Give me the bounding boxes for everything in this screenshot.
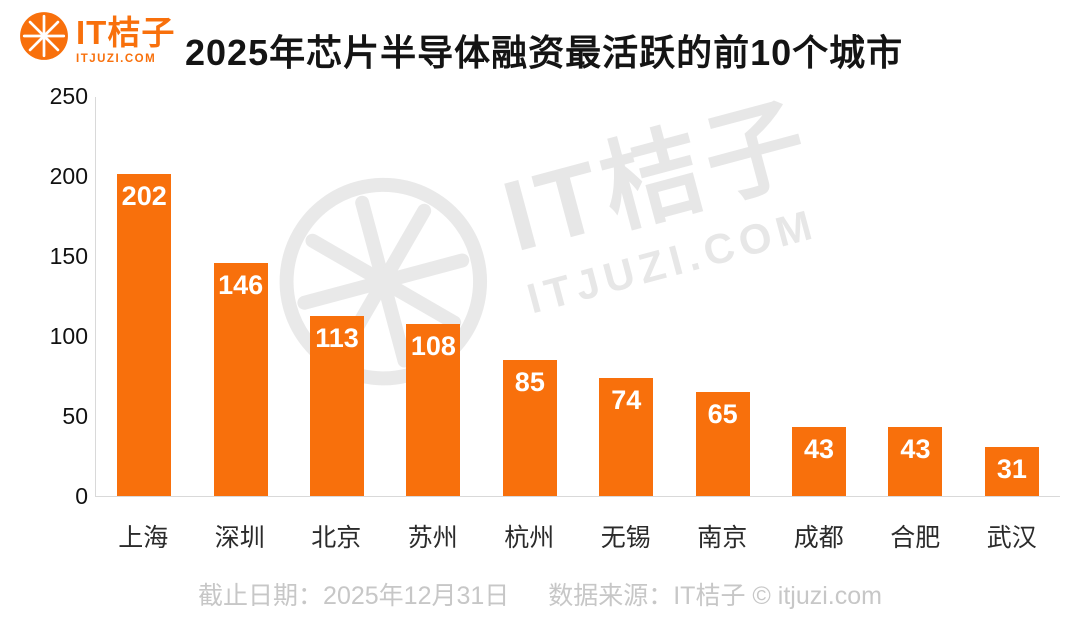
footer: 截止日期：2025年12月31日 数据来源：IT桔子 © itjuzi.com xyxy=(0,576,1080,612)
footer-source: 数据来源：IT桔子 © itjuzi.com xyxy=(548,582,882,610)
bar-value-label: 85 xyxy=(514,367,545,398)
bar-slot: 108 xyxy=(385,97,481,496)
bar-slot: 43 xyxy=(771,97,867,496)
x-axis-label: 北京 xyxy=(311,524,362,552)
bar-value-label: 31 xyxy=(996,453,1027,484)
x-axis-label: 成都 xyxy=(793,524,844,552)
bar-武汉: 31 xyxy=(984,446,1039,496)
bar-value-label: 146 xyxy=(218,269,264,300)
x-axis-label: 上海 xyxy=(118,524,169,552)
bar-苏州: 108 xyxy=(406,323,461,496)
y-tick-label: 250 xyxy=(49,83,88,109)
y-tick-label: 100 xyxy=(49,323,88,349)
y-tick-label: 0 xyxy=(75,483,88,509)
brand-name: IT桔子 xyxy=(76,14,176,51)
footer-date: 截止日期：2025年12月31日 xyxy=(198,582,510,610)
bar-value-label: 74 xyxy=(611,384,642,415)
brand-logo: IT桔子 ITJUZI.COM xyxy=(18,10,175,65)
bar-value-label: 43 xyxy=(804,434,835,465)
bar-上海: 202 xyxy=(117,173,172,496)
bar-value-label: 113 xyxy=(315,322,359,353)
y-tick-label: 50 xyxy=(62,403,88,429)
bar-slot: 74 xyxy=(578,97,674,496)
bar-value-label: 202 xyxy=(121,180,167,211)
bar-无锡: 74 xyxy=(599,377,654,496)
brand-domain: ITJUZI.COM xyxy=(76,53,157,65)
bar-slot: 85 xyxy=(482,97,578,496)
bar-杭州: 85 xyxy=(502,360,557,496)
bar-chart: 0 50 100 150 200 250 202 146 113 108 85 74 65 43 43 31 xyxy=(20,85,1060,508)
bar-slot: 65 xyxy=(674,97,770,496)
x-axis-label: 武汉 xyxy=(986,524,1037,552)
bar-slot: 202 xyxy=(96,97,192,496)
x-axis-label: 无锡 xyxy=(600,524,651,552)
plot-area: 202 146 113 108 85 74 65 43 43 31 xyxy=(95,97,1060,497)
bar-成都: 43 xyxy=(792,427,847,496)
x-axis-label: 杭州 xyxy=(504,524,555,552)
itjuzi-orange-slice-icon xyxy=(20,12,68,60)
bar-slot: 113 xyxy=(289,97,385,496)
x-axis-label: 合肥 xyxy=(890,524,941,552)
y-axis: 0 50 100 150 200 250 xyxy=(20,85,88,508)
page-title: 2025年芯片半导体融资最活跃的前10个城市 xyxy=(185,32,904,73)
y-tick-label: 200 xyxy=(49,163,88,189)
bar-value-label: 108 xyxy=(410,330,456,361)
bar-slot: 146 xyxy=(192,97,288,496)
bar-slot: 31 xyxy=(964,97,1060,496)
bar-value-label: 43 xyxy=(900,434,931,465)
x-axis-label: 苏州 xyxy=(407,524,458,552)
x-axis-label: 深圳 xyxy=(214,524,265,552)
x-axis-labels: 上海 深圳 北京 苏州 杭州 无锡 南京 成都 合肥 武汉 xyxy=(95,518,1060,554)
bar-value-label: 65 xyxy=(707,399,738,430)
bar-北京: 113 xyxy=(310,315,365,496)
brand-text: IT桔子 ITJUZI.COM xyxy=(76,10,175,65)
y-tick-label: 150 xyxy=(49,243,88,269)
bar-深圳: 146 xyxy=(213,262,268,496)
bar-南京: 65 xyxy=(695,392,750,496)
bar-合肥: 43 xyxy=(888,427,943,496)
x-axis-label: 南京 xyxy=(697,524,748,552)
bar-slot: 43 xyxy=(867,97,963,496)
